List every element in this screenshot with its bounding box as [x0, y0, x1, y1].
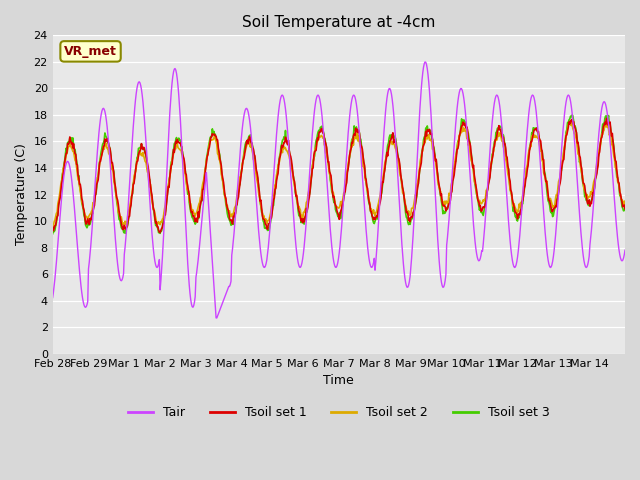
Y-axis label: Temperature (C): Temperature (C) [15, 144, 28, 245]
X-axis label: Time: Time [323, 374, 354, 387]
Title: Soil Temperature at -4cm: Soil Temperature at -4cm [242, 15, 436, 30]
Legend: Tair, Tsoil set 1, Tsoil set 2, Tsoil set 3: Tair, Tsoil set 1, Tsoil set 2, Tsoil se… [123, 401, 555, 424]
Text: VR_met: VR_met [64, 45, 117, 58]
